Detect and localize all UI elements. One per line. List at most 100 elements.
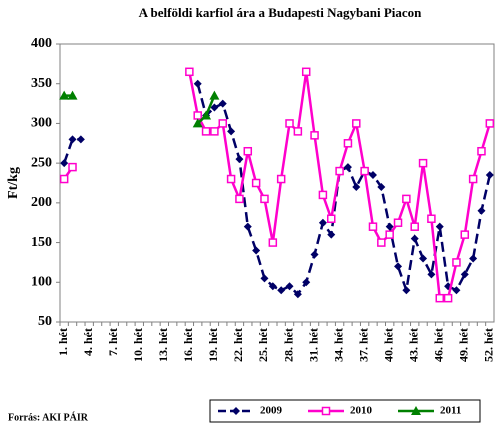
data-point [418, 158, 428, 168]
y-tick-label: 400 [31, 36, 52, 51]
data-point [260, 194, 269, 204]
data-point [377, 182, 386, 191]
data-point [485, 119, 495, 128]
data-point [285, 119, 294, 128]
x-tick-label: 31. hét [306, 328, 320, 362]
data-point [310, 131, 319, 140]
data-point [427, 214, 436, 223]
data-point [352, 182, 361, 191]
x-tick-label: 40. hét [381, 328, 395, 362]
y-tick-label: 50 [38, 314, 52, 329]
x-tick-label: 10. hét [131, 328, 145, 362]
data-point [293, 290, 302, 299]
data-point [310, 250, 319, 259]
chart-title: A belföldi karfiol ára a Budapesti Nagyb… [139, 5, 423, 20]
data-point [209, 90, 220, 100]
data-point [485, 171, 494, 180]
data-point [368, 171, 377, 180]
data-point [243, 222, 252, 231]
data-point [260, 274, 269, 283]
data-point [343, 139, 353, 148]
data-point [394, 262, 403, 271]
data-point [59, 174, 69, 184]
legend-box [209, 399, 481, 423]
x-tick-label: 19. hét [206, 328, 220, 362]
data-point [192, 118, 203, 128]
x-tick-label: 1. hét [56, 328, 70, 356]
data-point [452, 286, 461, 295]
data-point [227, 127, 236, 136]
y-tick-label: 250 [31, 155, 52, 170]
data-point [68, 162, 77, 172]
data-point [318, 190, 328, 200]
data-point [327, 230, 336, 239]
x-tick-label: 34. hét [331, 328, 345, 362]
data-point [201, 110, 212, 120]
data-point [368, 222, 378, 231]
y-tick-label: 100 [31, 275, 52, 290]
data-point [402, 194, 411, 204]
legend-marker [321, 406, 331, 416]
data-point [201, 127, 211, 136]
data-point [193, 111, 202, 120]
data-point [76, 135, 85, 144]
data-point [210, 127, 219, 136]
data-point [218, 99, 227, 108]
x-tick-label: 16. hét [181, 328, 195, 362]
x-tick-label: 43. hét [406, 328, 420, 362]
data-point [460, 230, 470, 239]
y-axis-label: Ft/kg [6, 167, 21, 199]
data-point [385, 222, 394, 231]
data-point [318, 218, 327, 227]
x-tick-label: 7. hét [106, 328, 120, 356]
x-tick-label: 4. hét [81, 328, 95, 356]
legend-marker [411, 406, 421, 415]
data-point [452, 258, 461, 267]
x-tick-label: 22. hét [231, 328, 245, 362]
data-point [360, 166, 369, 176]
data-point [276, 174, 286, 184]
data-point [301, 67, 311, 77]
data-point [393, 218, 403, 227]
data-point [427, 270, 436, 279]
x-tick-label: 46. hét [432, 328, 446, 362]
data-point [67, 90, 78, 100]
data-point [252, 246, 261, 255]
x-tick-label: 25. hét [256, 328, 270, 362]
data-point [302, 278, 311, 287]
data-point [477, 146, 486, 156]
data-point [226, 174, 236, 184]
data-point [343, 163, 352, 172]
series-line [63, 71, 492, 300]
data-point [218, 119, 227, 128]
data-point [185, 67, 194, 77]
data-point [235, 194, 244, 204]
x-tick-label: 37. hét [356, 328, 370, 362]
data-point [435, 222, 444, 231]
data-point [469, 254, 478, 263]
data-point [410, 222, 419, 231]
data-point [60, 159, 69, 168]
data-point [468, 174, 478, 184]
data-point [68, 135, 77, 144]
legend-label: 2010 [350, 405, 373, 417]
data-point [268, 238, 278, 247]
data-point [327, 214, 336, 223]
series-line [64, 94, 216, 125]
y-tick-label: 350 [31, 76, 52, 91]
data-point [243, 146, 253, 156]
data-point [251, 178, 261, 188]
legend-marker [232, 407, 240, 415]
data-point [419, 254, 428, 263]
legend-label: 2011 [440, 405, 461, 417]
data-point [352, 119, 361, 128]
data-point [335, 166, 344, 176]
data-point [477, 206, 486, 215]
data-point [443, 293, 453, 303]
data-point [193, 79, 202, 88]
x-tick-label: 28. hét [281, 328, 295, 362]
y-tick-label: 150 [31, 235, 52, 250]
data-point [277, 286, 286, 295]
x-tick-label: 52. hét [482, 328, 496, 362]
